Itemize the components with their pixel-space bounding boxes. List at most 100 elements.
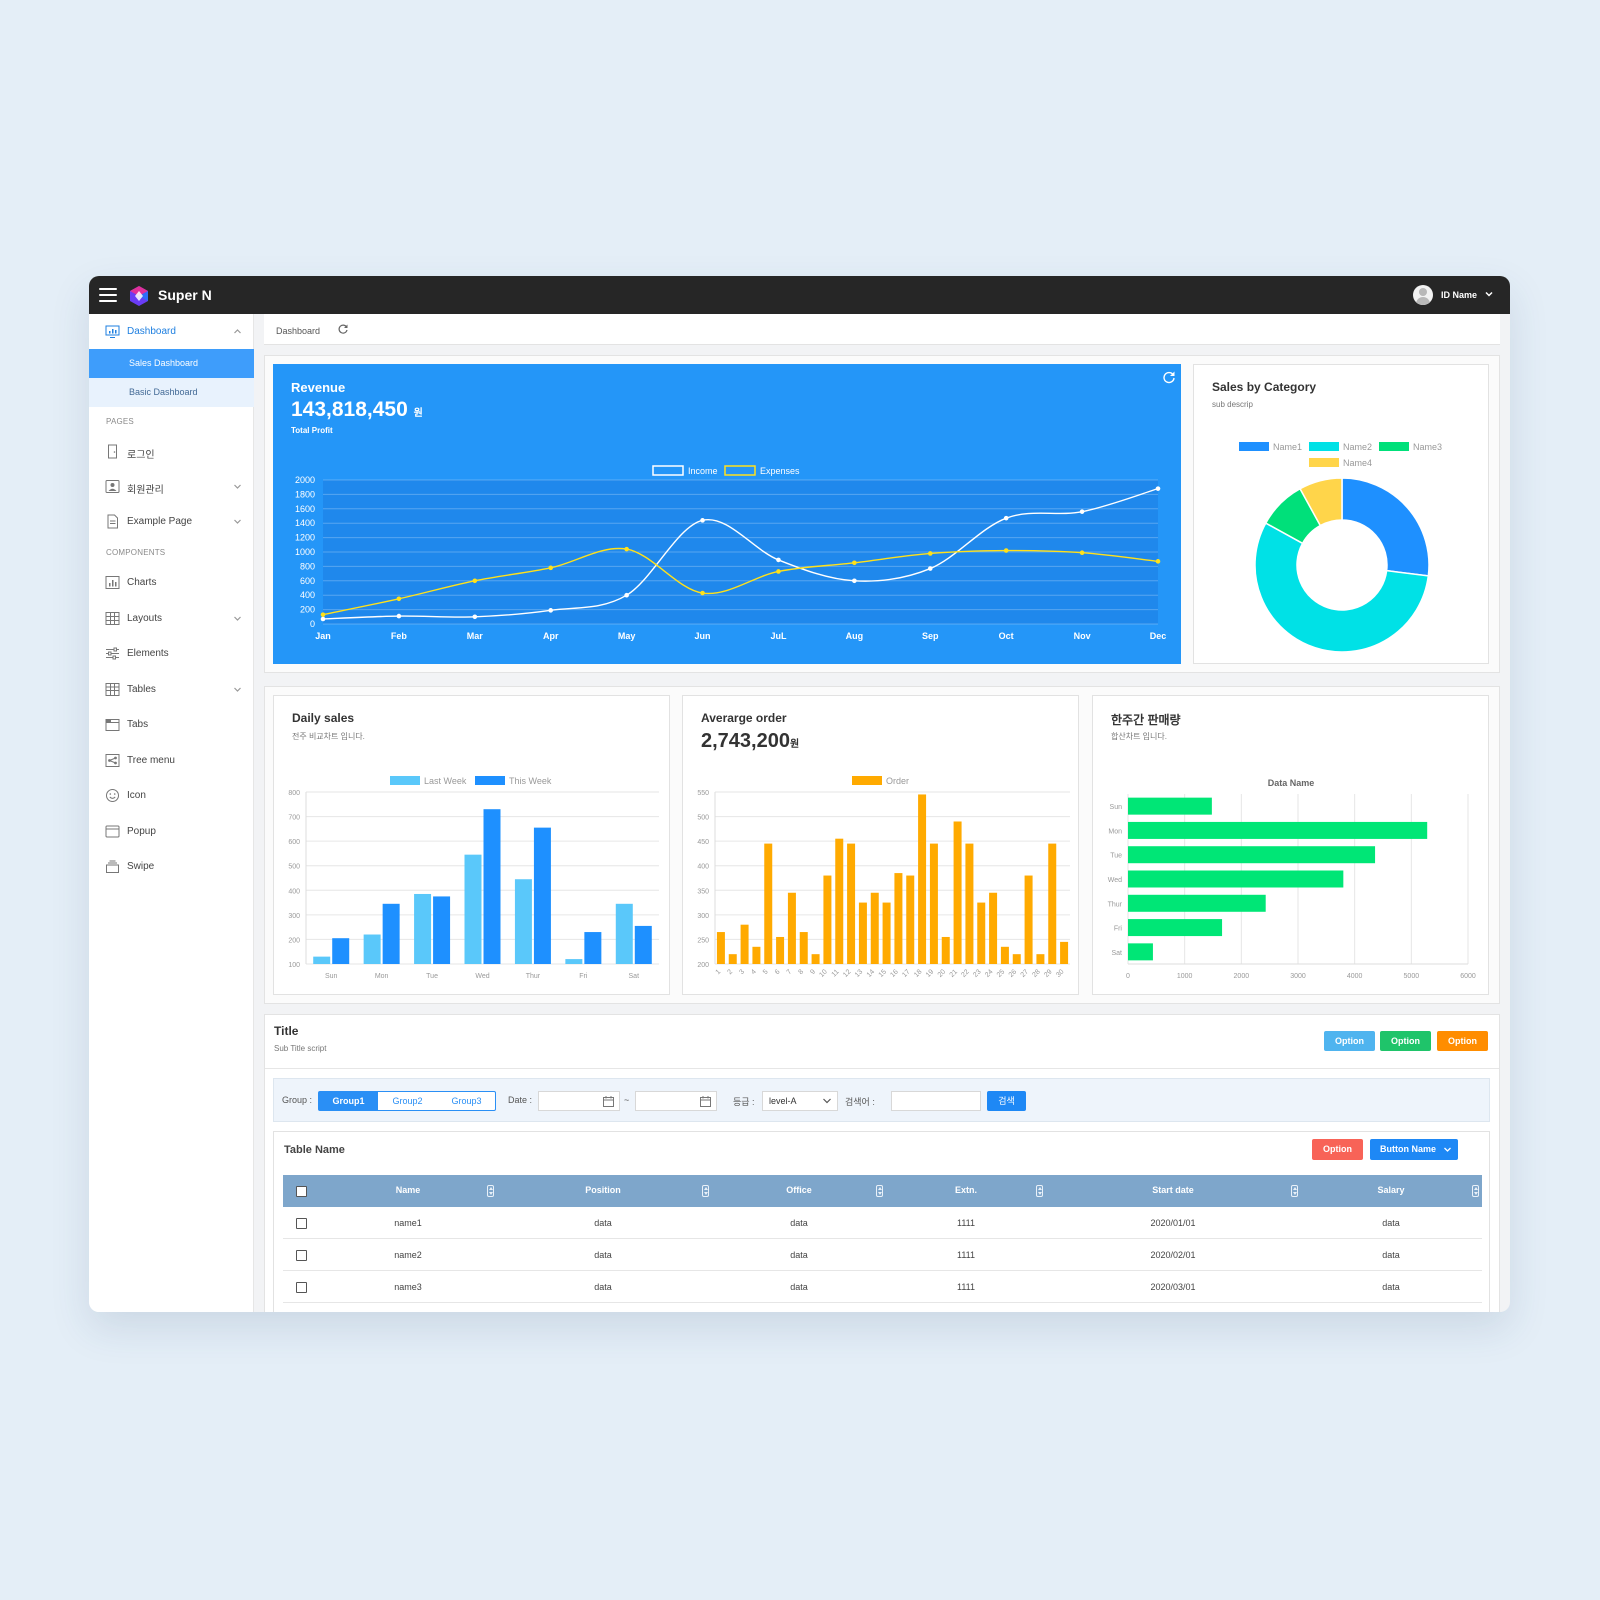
app-title: Super N [158, 287, 212, 303]
table-row[interactable]: name3 data data 1111 2020/03/01 data [283, 1271, 1482, 1303]
group-option-3[interactable]: Group3 [451, 1096, 482, 1106]
sort-icon[interactable] [876, 1185, 883, 1197]
option-button-green[interactable]: Option [1380, 1031, 1431, 1051]
sidebar-item-dashboard[interactable]: Dashboard [89, 314, 254, 349]
chevron-down-icon [823, 1098, 831, 1104]
sidebar-subitem-basic-dashboard[interactable]: Basic Dashboard [89, 378, 254, 407]
table-card: Table Name Option Button Name Name Posit… [273, 1131, 1490, 1312]
sort-icon[interactable] [1291, 1185, 1298, 1197]
sort-icon[interactable] [487, 1185, 494, 1197]
date-start-input[interactable] [538, 1091, 620, 1111]
column-header-salary[interactable]: Salary [1377, 1185, 1405, 1195]
calendar-icon[interactable] [603, 1096, 614, 1107]
button-name-dropdown[interactable]: Button Name [1370, 1139, 1458, 1160]
series-line-expenses [322, 547, 1159, 616]
bar [764, 843, 773, 964]
sidebar-item-tabs[interactable]: Tabs [89, 707, 254, 742]
sort-icon[interactable] [1472, 1185, 1479, 1197]
group-option-2[interactable]: Group2 [392, 1096, 423, 1106]
x-tick-label: 11 [831, 968, 841, 978]
sidebar-item-swipe[interactable]: Swipe [89, 849, 254, 884]
row-checkbox[interactable] [296, 1218, 307, 1229]
column-header-start-date[interactable]: Start date [1152, 1185, 1194, 1195]
select-all-checkbox[interactable] [296, 1186, 307, 1197]
sort-icon[interactable] [702, 1185, 709, 1197]
smile-icon [106, 789, 119, 802]
y-tick-label: 300 [697, 913, 709, 920]
bar [615, 903, 633, 964]
sidebar-item-charts[interactable]: Charts [89, 565, 254, 600]
x-tick-label: 19 [925, 968, 936, 979]
chart-title: Data Name [1268, 778, 1315, 788]
row-checkbox[interactable] [296, 1282, 307, 1293]
y-tick-label: 600 [300, 576, 315, 586]
data-point [624, 592, 629, 598]
sidebar-subitem-sales-dashboard[interactable]: Sales Dashboard [89, 349, 254, 378]
chevron-down-icon[interactable] [1484, 289, 1494, 299]
sort-icon[interactable] [1036, 1185, 1043, 1197]
section-header-pages: PAGES [106, 417, 134, 426]
sidebar-item-로그인[interactable]: 로그인 [89, 434, 254, 469]
x-tick-label: 9 [809, 968, 817, 976]
date-label: Date : [508, 1095, 533, 1105]
sidebar-item-회원관리[interactable]: 회원관리 [89, 469, 254, 504]
legend-swatch [852, 776, 882, 785]
column-header-name[interactable]: Name [395, 1185, 421, 1195]
bar [787, 892, 796, 964]
sidebar-item-tables[interactable]: Tables [89, 672, 254, 707]
calendar-icon[interactable] [700, 1096, 711, 1107]
table-row[interactable]: name2 data data 1111 2020/02/01 data [283, 1239, 1482, 1271]
keyword-input[interactable] [891, 1091, 981, 1111]
sidebar-item-icon[interactable]: Icon [89, 778, 254, 813]
search-button[interactable]: 검색 [987, 1091, 1026, 1111]
data-point [700, 590, 705, 596]
x-tick-label: Apr [543, 631, 559, 641]
hamburger-menu-icon[interactable] [99, 288, 117, 302]
x-tick-label: Mon [375, 973, 389, 980]
table-cell: 1111 [956, 1282, 976, 1292]
sidebar-item-elements[interactable]: Elements [89, 636, 254, 671]
revenue-amount: 143,818,450 [291, 398, 408, 421]
data-point [776, 557, 781, 563]
data-point [624, 546, 629, 552]
data-point [1079, 509, 1085, 514]
x-tick-label: Sun [325, 973, 338, 980]
y-tick-label: Tue [1110, 853, 1122, 860]
legend-swatch [475, 776, 505, 785]
y-tick-label: Wed [1108, 877, 1122, 884]
y-tick-label: 600 [288, 839, 300, 846]
x-tick-label: 22 [960, 968, 971, 979]
bar [716, 932, 725, 964]
sidebar-item-layouts[interactable]: Layouts [89, 601, 254, 636]
sidebar-item-popup[interactable]: Popup [89, 814, 254, 849]
chevron-up-icon [234, 329, 241, 334]
y-tick-label: Thur [1108, 901, 1123, 908]
y-tick-label: 0 [310, 619, 315, 629]
y-tick-label: Sun [1110, 804, 1123, 811]
user-name[interactable]: ID Name [1440, 290, 1477, 300]
x-tick-label: 23 [972, 968, 983, 979]
option-button-orange[interactable]: Option [1437, 1031, 1488, 1051]
table-row[interactable]: name1 data data 1111 2020/01/01 data [283, 1207, 1482, 1239]
refresh-icon[interactable] [337, 323, 349, 335]
breadcrumb-current[interactable]: Dashboard [276, 326, 321, 336]
column-header-extn[interactable]: Extn. [954, 1185, 978, 1195]
x-tick-label: 2000 [1234, 973, 1250, 980]
revenue-subtitle: Total Profit [291, 426, 333, 435]
date-range-separator: ~ [624, 1095, 630, 1105]
table-option-button[interactable]: Option [1312, 1139, 1363, 1160]
column-header-position[interactable]: Position [585, 1185, 621, 1195]
group-option-1[interactable]: Group1 [319, 1092, 378, 1110]
bar [752, 946, 761, 964]
row-checkbox[interactable] [296, 1250, 307, 1261]
grade-select[interactable]: level-A [762, 1091, 838, 1111]
data-point [320, 612, 326, 617]
column-header-office[interactable]: Office [786, 1185, 812, 1195]
sidebar-item-example-page[interactable]: Example Page [89, 504, 254, 539]
avatar[interactable] [1413, 285, 1433, 305]
option-button-blue[interactable]: Option [1324, 1031, 1375, 1051]
sidebar-item-tree-menu[interactable]: Tree menu [89, 743, 254, 778]
refresh-icon[interactable] [1162, 370, 1176, 384]
date-end-input[interactable] [635, 1091, 717, 1111]
